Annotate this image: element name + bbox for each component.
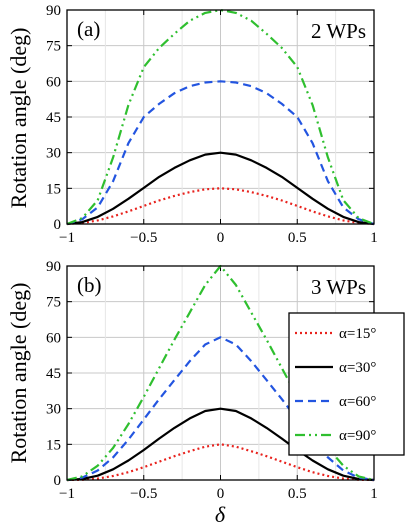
y-tick-label: 75	[46, 295, 61, 311]
panel-label: (a)	[77, 17, 100, 41]
y-tick-label: 60	[46, 74, 61, 90]
wp-annotation: 3 WPs	[311, 275, 366, 299]
x-tick-label: 1	[370, 230, 378, 246]
legend-label-2: α=60°	[339, 394, 376, 410]
x-tick-label: −0.5	[130, 486, 157, 502]
legend: α=15° α=30° α=60° α=90°	[288, 312, 405, 456]
x-tick-label: −0.5	[130, 230, 157, 246]
series-line-0	[66, 443, 375, 482]
plot-frame	[66, 9, 375, 225]
y-tick-label: 15	[46, 437, 61, 453]
chart-panel-1: −1 −0.5 0 0.5 1 0 15 30 45 60 75 90 (b) 3 WPs α=15° α=3…	[46, 259, 405, 502]
x-tick-label: 0	[217, 486, 225, 502]
xlabel: δ	[215, 502, 226, 527]
ylabel-bottom: Rotation angle (deg)	[6, 283, 31, 464]
y-tick-label: 75	[46, 39, 61, 55]
y-tick-label: 30	[46, 402, 61, 418]
y-tick-label: 30	[46, 146, 61, 162]
y-tick-label: 45	[46, 366, 61, 382]
series-line-2	[66, 80, 375, 226]
wp-annotation: 2 WPs	[311, 19, 366, 43]
x-tick-label: −1	[59, 486, 75, 502]
series-line-1	[66, 151, 375, 226]
series-line-1	[66, 407, 375, 482]
chart-panel-0: −1 −0.5 0 0.5 1 0 15 30 45 60 75 90 (a) 2 WPs	[46, 3, 378, 246]
y-tick-label: 90	[46, 3, 61, 19]
x-tick-label: 0	[217, 230, 225, 246]
legend-label-0: α=15°	[339, 326, 376, 342]
y-tick-label: 15	[46, 181, 61, 197]
legend-box	[288, 312, 405, 456]
y-tick-label: 90	[46, 259, 61, 275]
legend-label-3: α=90°	[339, 428, 376, 444]
x-tick-label: 0.5	[288, 486, 307, 502]
legend-label-1: α=30°	[339, 360, 376, 376]
ylabel-top: Rotation angle (deg)	[6, 28, 31, 209]
y-tick-label: 60	[46, 330, 61, 346]
y-tick-label: 45	[46, 110, 61, 126]
x-tick-label: 1	[370, 486, 378, 502]
x-tick-label: 0.5	[288, 230, 307, 246]
x-tick-label: −1	[59, 230, 75, 246]
y-tick-label: 0	[54, 473, 62, 489]
panel-label: (b)	[77, 273, 102, 297]
y-tick-label: 0	[54, 217, 62, 233]
